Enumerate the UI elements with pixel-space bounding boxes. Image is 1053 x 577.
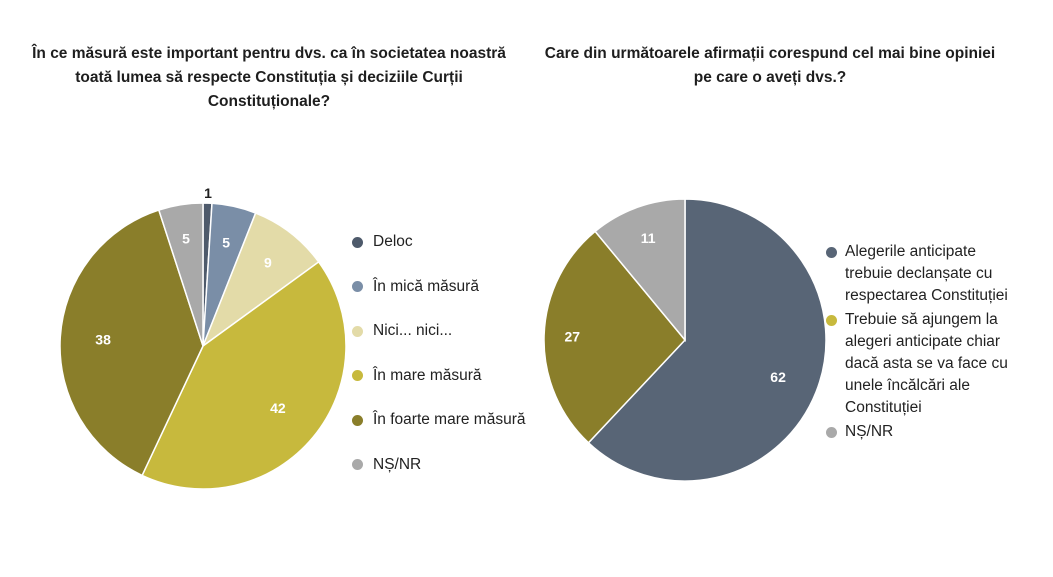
data-label-importance-0: 1 [204,185,212,201]
legend-swatch [352,459,363,471]
legend-swatch [352,236,363,248]
legend-label: Trebuie să ajungem la alegeri anticipate … [845,311,1008,416]
slice-importance-2 [201,212,320,349]
legend-swatch [352,325,363,337]
legend-item: NȘ/NR [826,421,1041,443]
legend-label: În mică măsură [373,277,479,295]
slice-importance-5 [157,202,204,347]
chart-title-elections: Care din următoarele afirmații corespund… [544,45,996,86]
legend-item: Trebuie să ajungem la alegeri anticipate … [826,309,1041,419]
slice-importance-4 [59,209,204,477]
data-label-importance-2: 9 [264,254,272,270]
legend-label: NȘ/NR [373,455,422,473]
legend-item: Alegerile anticipate trebuie declanșate c… [826,241,1041,307]
data-label-importance-3: 42 [270,400,286,416]
legend-importance: Deloc În mică măsură Nici... nici... În mar… [352,231,547,499]
legend-elections: Alegerile anticipate trebuie declanșate c… [826,241,1041,445]
legend-swatch [352,370,363,382]
legend-item: În mare măsură [352,365,547,387]
legend-swatch [826,247,837,258]
legend-label: Deloc [373,233,413,250]
legend-item: NȘ/NR [352,454,547,476]
slice-elections-2 [594,198,686,343]
legend-label: Nici... nici... [373,322,453,340]
legend-label: În mare măsură [373,366,482,384]
legend-item: Nici... nici... [352,320,547,342]
legend-label: Alegerile anticipate trebuie declanșate c… [845,243,1008,304]
data-label-elections-0: 62 [770,369,786,385]
legend-swatch [352,281,363,293]
legend-swatch [352,414,363,426]
legend-swatch [826,427,837,438]
legend-item: Deloc [352,231,547,253]
slice-importance-3 [141,260,347,490]
data-label-importance-4: 38 [95,332,111,348]
data-label-importance-5: 5 [182,231,190,247]
legend-label: În foarte mare măsură [373,411,526,429]
legend-swatch [826,315,837,326]
data-label-elections-1: 27 [565,329,581,345]
chart-title-importance: În ce măsură este important pentru dvs. … [32,45,506,110]
data-label-elections-2: 11 [641,230,656,246]
legend-item: În mică măsură [352,276,547,298]
legend-label: NȘ/NR [845,423,894,440]
legend-item: În foarte mare măsură [352,409,547,431]
data-label-importance-1: 5 [222,235,230,251]
slice-elections-0 [587,198,827,482]
slice-elections-1 [543,230,686,444]
